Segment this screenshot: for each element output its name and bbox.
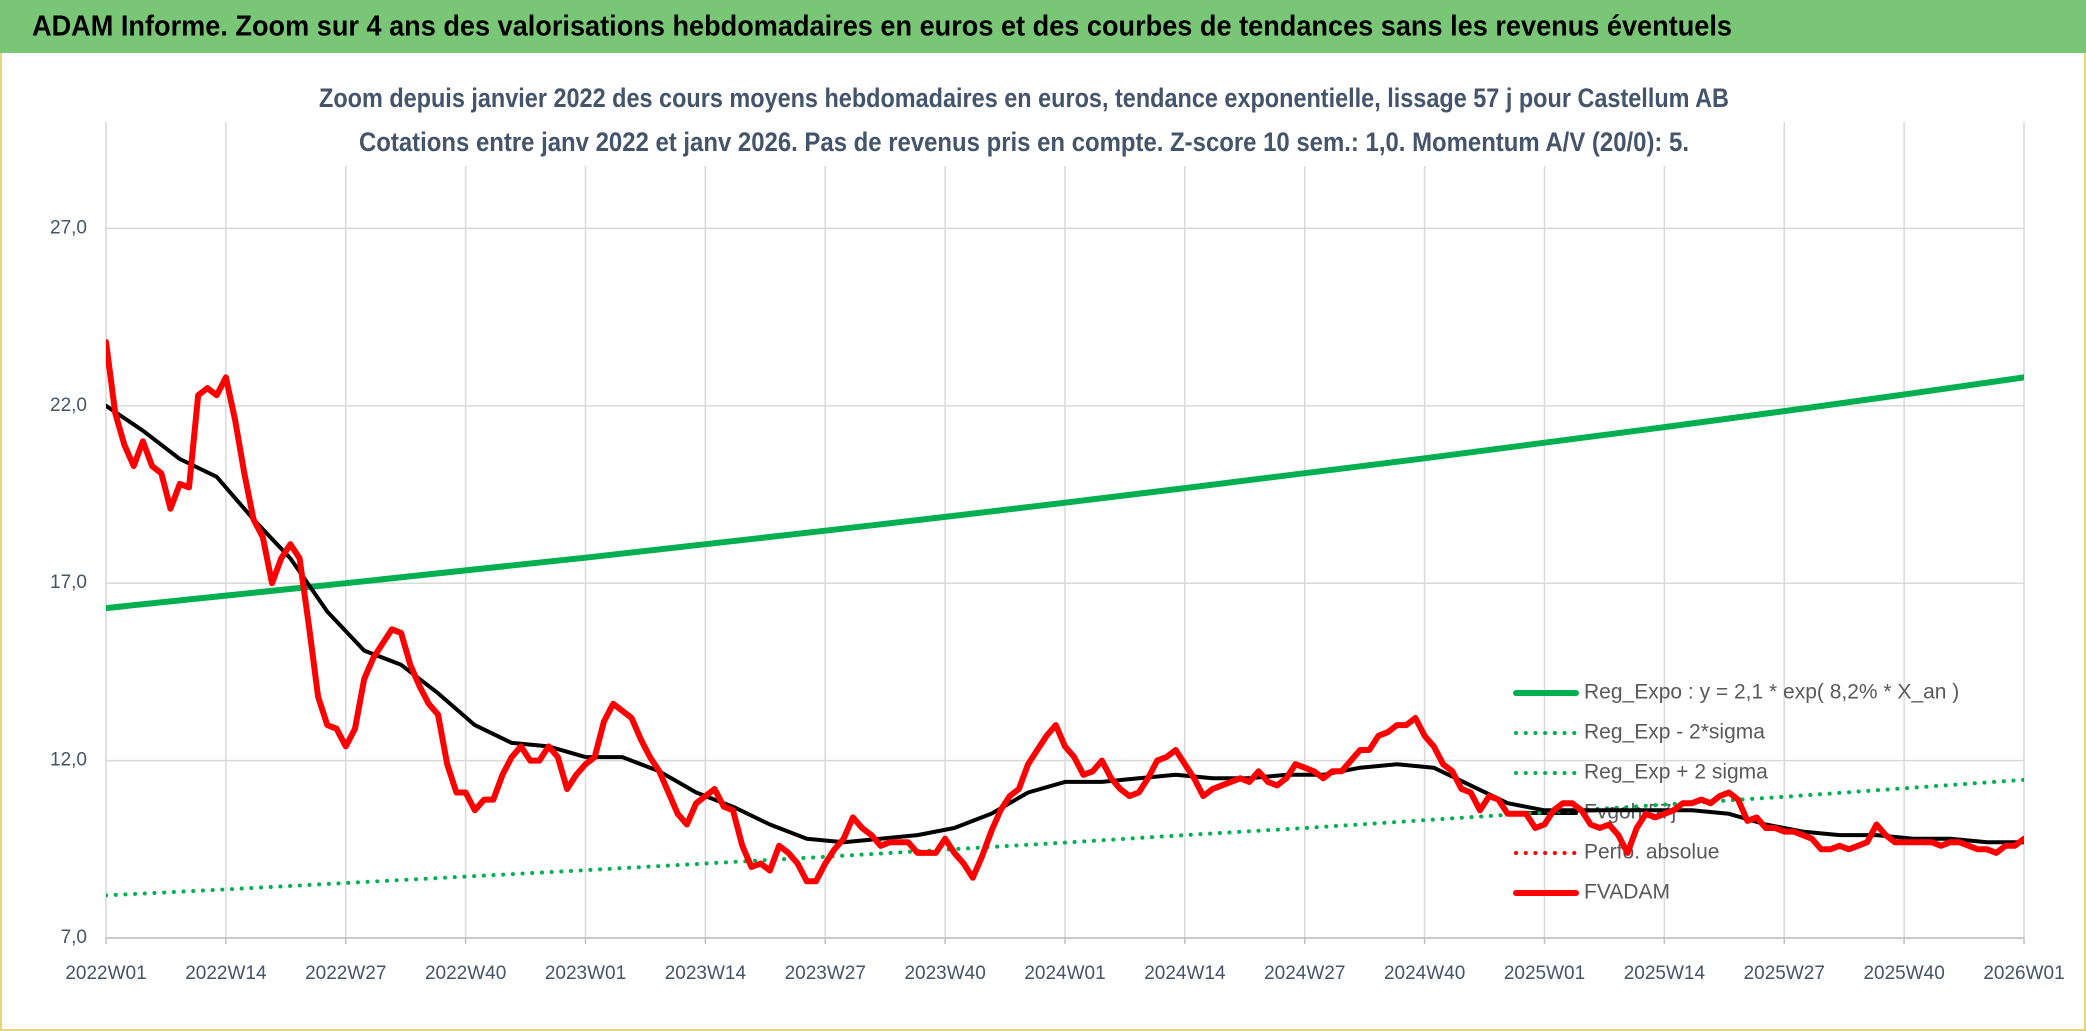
x-tick-label: 2022W40 [425,963,506,984]
subtitle: Cotations entre janv 2022 et janv 2026. … [359,127,1689,157]
x-tick-label: 2026W01 [1983,963,2064,984]
x-tick-label: 2025W14 [1624,963,1706,984]
x-tick-label: 2023W27 [785,963,866,984]
series-line [106,403,2024,845]
title-banner [0,0,2086,53]
x-tick-label: 2025W27 [1744,963,1825,984]
y-tick-label: 17,0 [50,572,87,593]
legend-label: Reg_Expo : y = 2,1 * exp( 8,2% * X_an ) [1584,681,1959,704]
series-line [106,374,2024,612]
legend-label: Perfo. absolue [1584,841,1719,864]
subtitle-box [326,80,1753,166]
x-tick-label: 2024W01 [1024,963,1105,984]
x-tick-label: 2023W14 [665,963,747,984]
x-tick-label: 2022W27 [305,963,386,984]
x-tick-label: 2025W40 [1863,963,1944,984]
x-tick-label: 2025W01 [1504,963,1585,984]
y-tick-label: 27,0 [50,217,87,238]
legend-label: Reg_Exp - 2*sigma [1584,721,1765,744]
y-tick-label: 12,0 [50,750,87,771]
x-tick-label: 2023W40 [904,963,985,984]
plot-area [106,339,2024,898]
x-tick-label: 2023W01 [545,963,626,984]
x-tick-label: 2024W27 [1264,963,1345,984]
x-tick-label: 2024W14 [1144,963,1226,984]
y-tick-label: 22,0 [50,395,87,416]
x-tick-label: 2022W01 [65,963,146,984]
legend-label: FVADAM [1584,881,1670,904]
legend: Reg_Expo : y = 2,1 * exp( 8,2% * X_an ) R… [1513,681,1959,904]
grid: 7,0 12,0 17,0 22,0 27,0 2022W01 2022W14 2022W27… [50,122,2065,984]
legend-label: Reg_Exp + 2 sigma [1584,761,1768,784]
y-tick-label: 7,0 [61,927,87,948]
x-tick-label: 2024W40 [1384,963,1465,984]
chart-title: ADAM Informe. Zoom sur 4 ans des valoris… [32,11,1732,43]
subtitle: Zoom depuis janvier 2022 des cours moyen… [319,83,1729,113]
x-tick-label: 2022W14 [185,963,267,984]
series-line [106,339,2024,885]
